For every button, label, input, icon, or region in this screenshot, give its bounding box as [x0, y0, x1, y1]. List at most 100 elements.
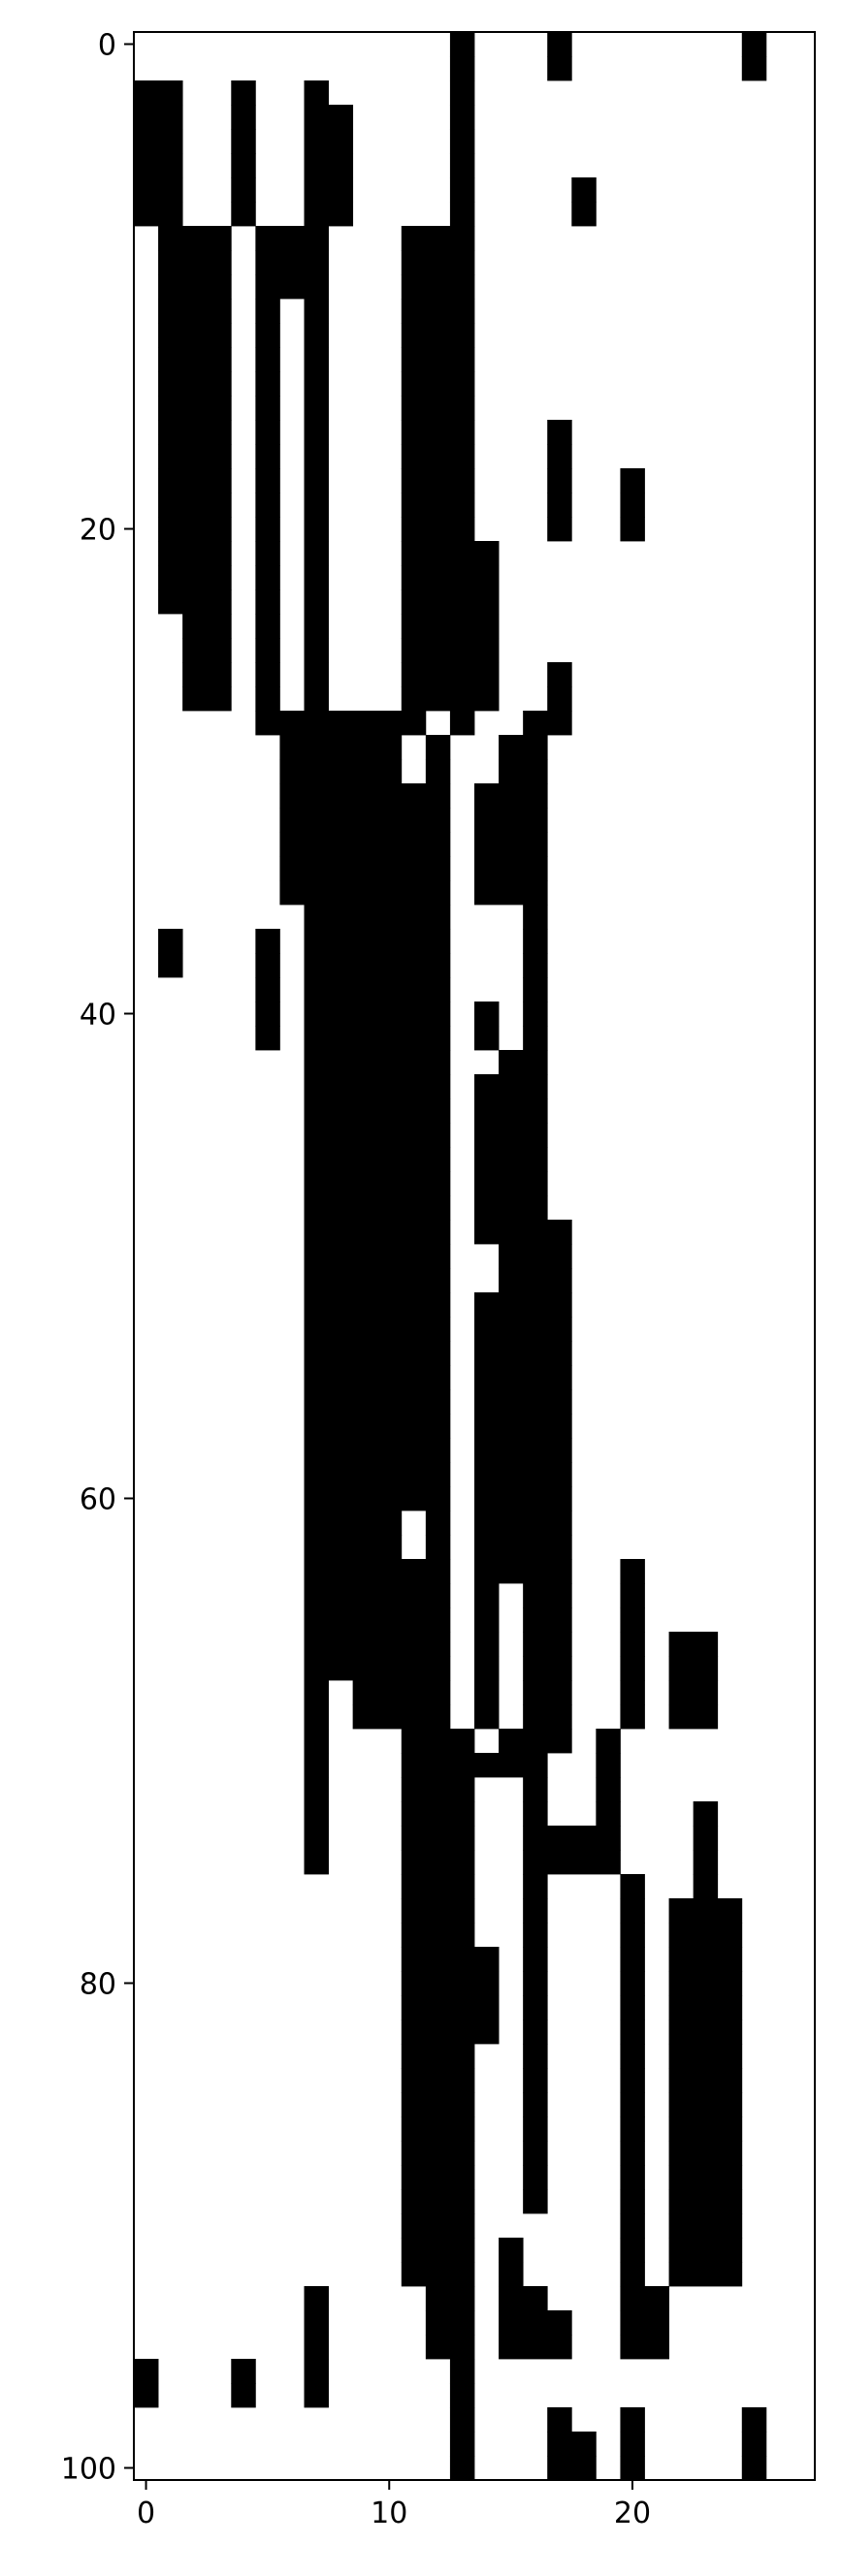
heatmap-cell [571, 202, 597, 227]
heatmap-cell [523, 1026, 548, 1051]
heatmap-cell [547, 2407, 572, 2433]
heatmap-cell [474, 1002, 500, 1027]
heatmap-cell [401, 1971, 500, 1996]
heatmap-cell [304, 1704, 329, 1730]
heatmap-cell [231, 153, 256, 178]
x-tick-label: 20 [614, 2496, 651, 2530]
heatmap-cell [425, 735, 451, 760]
heatmap-cell [693, 1874, 719, 1899]
heatmap-cell [401, 371, 475, 397]
heatmap-cell [304, 1050, 451, 1075]
heatmap-cell [182, 614, 232, 639]
heatmap-cell [304, 686, 329, 712]
heatmap-cell [304, 1729, 329, 1754]
heatmap-cell [523, 977, 548, 1002]
heatmap-cell [255, 929, 280, 954]
y-tick-label: 40 [80, 999, 116, 1033]
y-tick-label: 60 [80, 1483, 116, 1517]
heatmap-cells [134, 32, 767, 2481]
heatmap-cell [449, 177, 475, 203]
heatmap-cell [668, 2044, 743, 2069]
heatmap-cell [134, 177, 183, 203]
heatmap-cell [401, 541, 500, 566]
heatmap-cell [693, 1850, 719, 1875]
heatmap-cell [304, 129, 354, 154]
heatmap-cell [523, 2019, 548, 2045]
heatmap-cell [425, 759, 451, 784]
heatmap-cell [401, 2141, 475, 2166]
heatmap-cell [255, 493, 280, 518]
heatmap-cell [620, 2456, 645, 2481]
heatmap-cell [255, 396, 280, 421]
heatmap-cell [158, 468, 232, 493]
heatmap-cell [474, 1656, 500, 1681]
heatmap-cell [668, 1995, 743, 2020]
heatmap-cell [304, 1583, 451, 1608]
heatmap-cell [231, 2383, 256, 2408]
heatmap-cell [304, 177, 354, 203]
heatmap-cell [620, 1559, 645, 1584]
heatmap-cell [523, 1801, 548, 1827]
heatmap-cell [401, 299, 475, 324]
heatmap-cell [279, 880, 451, 906]
heatmap-cell [401, 274, 475, 300]
heatmap-cell [255, 347, 280, 372]
heatmap-cell [523, 1850, 621, 1875]
x-tick-label: 0 [137, 2496, 155, 2530]
heatmap-cell [304, 1438, 451, 1463]
heatmap-cell [523, 2044, 548, 2069]
heatmap-cell [668, 1632, 719, 1657]
heatmap-cell [499, 2335, 572, 2360]
heatmap-cell [401, 1947, 500, 1972]
heatmap-cell [547, 420, 572, 445]
heatmap-cell [620, 2068, 645, 2093]
heatmap-cell [523, 1971, 548, 1996]
heatmap-cell [523, 2092, 548, 2117]
heatmap-cell [304, 1826, 329, 1851]
heatmap-cell [474, 1753, 548, 1778]
heatmap-cell [304, 1341, 451, 1366]
heatmap-cell [547, 444, 572, 469]
heatmap-cell [741, 56, 767, 81]
heatmap-cell [425, 1535, 451, 1560]
heatmap-cell [499, 2238, 524, 2263]
heatmap-cell [255, 274, 329, 300]
heatmap-cell [304, 1195, 451, 1221]
heatmap-cell [158, 493, 232, 518]
heatmap-cell [158, 517, 232, 542]
heatmap-cell [547, 2456, 597, 2481]
heatmap-cell [401, 638, 500, 663]
heatmap-cell [401, 323, 475, 348]
y-tick-label: 20 [80, 514, 116, 548]
heatmap-cell [425, 2335, 475, 2360]
heatmap-cell [401, 2213, 475, 2239]
heatmap-cell [304, 299, 329, 324]
heatmap-cell [620, 2335, 669, 2360]
heatmap-cell [620, 2310, 669, 2336]
heatmap-cell [620, 1947, 645, 1972]
heatmap-cell [668, 1704, 719, 1730]
heatmap-cell [741, 2432, 767, 2457]
heatmap-cell [668, 2189, 743, 2214]
heatmap-cell [474, 1607, 500, 1633]
y-axis-ticks: 0 20 40 60 80 100 [61, 29, 134, 2487]
heatmap-cell [255, 468, 280, 493]
heatmap-cell [668, 2238, 743, 2263]
heatmap-cell [523, 1995, 548, 2020]
heatmap-cell [620, 1680, 645, 1705]
heatmap-cell [425, 2286, 475, 2311]
heatmap-cell [620, 2116, 645, 2142]
heatmap-cell [304, 1850, 329, 1875]
heatmap-cell [449, 56, 475, 81]
heatmap-cell [255, 711, 427, 736]
heatmap-cell [620, 2092, 645, 2117]
heatmap-cell [304, 444, 329, 469]
heatmap-cell [255, 662, 280, 687]
heatmap-cell [668, 2068, 743, 2093]
heatmap-cell [279, 759, 403, 784]
heatmap-cell [523, 1680, 572, 1705]
heatmap-cell [668, 1971, 743, 1996]
heatmap-cell [596, 1753, 621, 1778]
heatmap-cell [401, 1729, 475, 1754]
heatmap-cell [401, 420, 475, 445]
